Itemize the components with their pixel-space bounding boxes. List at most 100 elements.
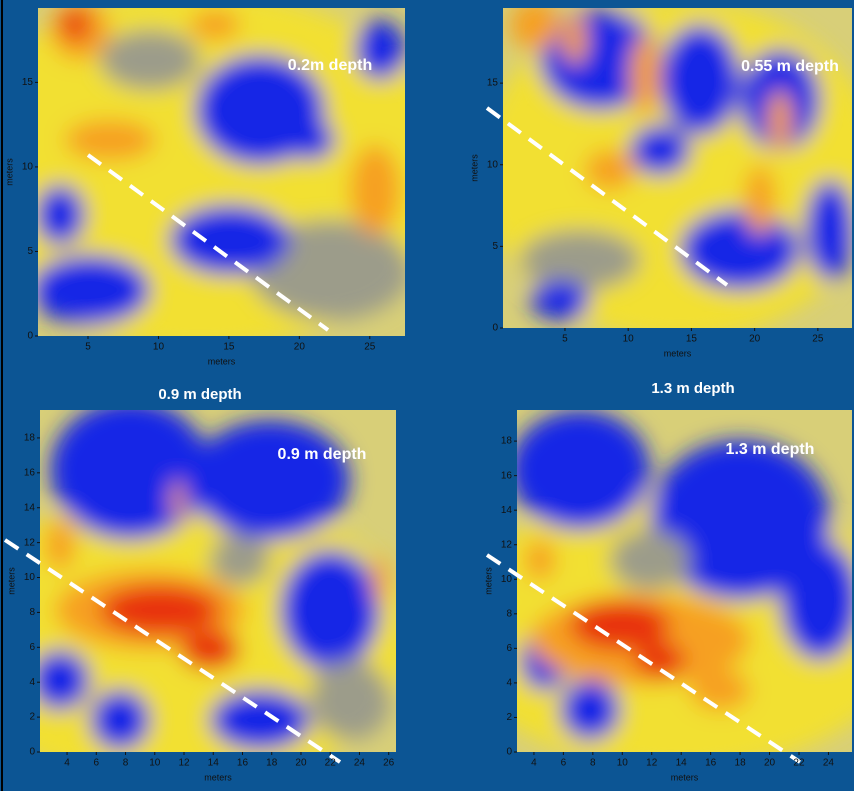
heatmap-texture (38, 8, 405, 336)
y-tick-label: 8 (29, 607, 35, 618)
x-tick-label: 14 (208, 758, 220, 769)
trend-line (485, 553, 802, 764)
x-tick-label: 6 (94, 758, 100, 769)
y-tick-label: 4 (29, 677, 35, 688)
x-tick-label: 14 (676, 758, 688, 769)
y-tick-label: 16 (24, 467, 36, 478)
y-tick-label: 12 (24, 537, 36, 548)
x-tick-label: 8 (123, 758, 129, 769)
x-tick-label: 25 (364, 342, 376, 353)
heatmap-blob (805, 180, 852, 280)
y-tick-label: 8 (506, 608, 512, 619)
heatmap (517, 410, 852, 752)
panel: 4 6 8 10 12 14 16 18 20 22 24 26024681012141618mete… (3, 386, 396, 782)
heatmap-blob (768, 90, 792, 150)
y-tick-label: 10 (22, 162, 34, 173)
y-tick-label: 15 (22, 77, 34, 88)
y-axis-label: meters (6, 567, 16, 595)
panel-label: 0.9 m depth (278, 446, 367, 463)
y-tick-label: 14 (24, 502, 36, 513)
y-tick-label: 2 (29, 712, 35, 723)
heatmap-blob (50, 410, 210, 540)
heatmap-blob (100, 585, 220, 635)
x-axis-label: meters (204, 772, 232, 782)
heatmap-blob (280, 550, 380, 670)
heatmap (38, 8, 405, 336)
heatmap-blob (560, 680, 620, 740)
x-tick-label: 20 (749, 334, 761, 345)
heatmap-blob (680, 210, 800, 290)
heatmap-blob (525, 540, 555, 580)
y-tick-label: 10 (487, 159, 499, 170)
x-tick-label: 6 (561, 758, 567, 769)
panel-label: 1.3 m depth (726, 441, 815, 458)
x-tick-label: 15 (223, 342, 235, 353)
heatmap (40, 410, 396, 752)
heatmap-blob (610, 530, 690, 590)
y-tick-label: 0 (492, 323, 498, 334)
heatmap-blob (40, 650, 90, 710)
x-tick-label: 24 (823, 758, 835, 769)
x-tick-label: 4 (531, 758, 537, 769)
x-tick-label: 12 (178, 758, 190, 769)
y-tick-label: 6 (506, 643, 512, 654)
x-tick-label: 18 (266, 758, 278, 769)
heatmap-blob (510, 8, 560, 50)
x-tick-label: 10 (623, 334, 635, 345)
heatmap-blob (285, 120, 335, 160)
x-tick-label: 20 (764, 758, 776, 769)
y-tick-label: 0 (29, 747, 35, 758)
border (1, 0, 3, 791)
heatmap-blob (60, 10, 90, 40)
heatmap-blob (350, 145, 400, 235)
y-tick-label: 14 (501, 505, 513, 516)
y-tick-label: 2 (506, 712, 512, 723)
heatmap-blob (190, 420, 350, 540)
x-tick-label: 10 (153, 342, 165, 353)
y-tick-label: 16 (501, 470, 513, 481)
y-tick-label: 10 (24, 572, 36, 583)
heatmap (503, 8, 852, 328)
heatmap-blob (630, 125, 690, 175)
y-tick-label: 4 (506, 678, 512, 689)
heatmap-texture (503, 8, 852, 328)
heatmap-blob (38, 185, 85, 245)
panel: 5 10 15 20 25 0 5 10 15 meters meters 0.2m depth (4, 8, 405, 366)
heatmap-blob (210, 535, 270, 585)
heatmap-blob (180, 630, 240, 670)
heatmap-blob (780, 540, 852, 660)
y-axis-label: meters (483, 567, 493, 595)
heatmap-blob (690, 670, 750, 710)
heatmap-blob (517, 410, 650, 530)
y-tick-label: 0 (506, 747, 512, 758)
x-tick-label: 20 (294, 342, 306, 353)
heatmap-blob (38, 255, 150, 325)
heatmap-blob (650, 440, 830, 600)
x-tick-label: 15 (686, 334, 698, 345)
heatmap-blob (570, 600, 670, 650)
trend-line (86, 153, 330, 332)
x-tick-label: 10 (149, 758, 161, 769)
trend-line (485, 106, 729, 287)
x-tick-label: 20 (295, 758, 307, 769)
y-tick-label: 6 (29, 642, 35, 653)
y-tick-label: 5 (492, 241, 498, 252)
x-tick-label: 25 (812, 334, 824, 345)
panel-label: 0.2m depth (288, 57, 372, 74)
heatmap-blob (90, 690, 150, 750)
heatmap-texture (517, 410, 852, 752)
x-tick-label: 18 (735, 758, 747, 769)
x-tick-label: 12 (646, 758, 658, 769)
x-tick-label: 22 (325, 758, 337, 769)
heatmap-blob (100, 30, 200, 90)
y-tick-label: 15 (487, 78, 499, 89)
y-tick-label: 0 (27, 331, 33, 342)
heatmap-blob (635, 642, 685, 678)
x-tick-label: 16 (705, 758, 717, 769)
heatmap-blob (563, 15, 587, 65)
panel: 4 6 8 10 12 14 16 18 20 22 24024681012141618meters… (483, 380, 852, 782)
heatmap-texture (40, 410, 396, 752)
heatmap-blob (520, 230, 640, 290)
x-tick-label: 10 (617, 758, 629, 769)
x-axis-label: meters (671, 772, 699, 782)
